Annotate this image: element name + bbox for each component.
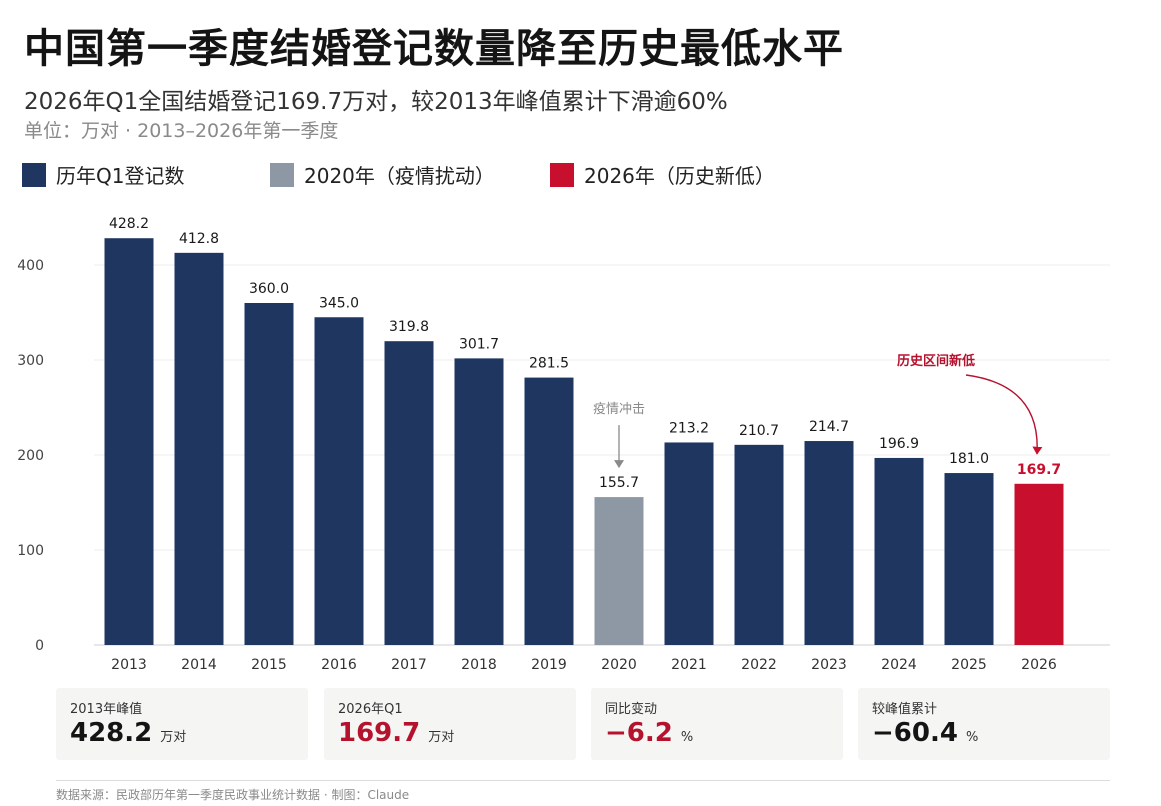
annotation-2020: 疫情冲击 (593, 401, 645, 417)
x-tick-label-2017: 2017 (391, 657, 427, 673)
data-label-2015: 360.0 (249, 281, 289, 297)
stat-label: 2026年Q1 (338, 702, 403, 717)
bar-2026 (1014, 483, 1064, 645)
x-tick-label-2024: 2024 (881, 657, 917, 673)
x-tick-label-2018: 2018 (461, 657, 497, 673)
data-label-2026: 169.7 (1017, 462, 1061, 478)
chart-subtitle: 2026年Q1全国结婚登记169.7万对，较2013年峰值累计下滑逾60% (24, 89, 728, 115)
bar-2016 (314, 317, 364, 645)
x-tick-label-2013: 2013 (111, 657, 147, 673)
stat-value-row: 428.2 万对 (70, 718, 186, 748)
x-tick-label-2016: 2016 (321, 657, 357, 673)
legend-label-yearly: 历年Q1登记数 (56, 164, 185, 188)
data-label-2019: 281.5 (529, 356, 569, 372)
data-label-2017: 319.8 (389, 319, 429, 335)
stat-unit: % (680, 730, 694, 745)
stat-value-row: −60.4 % (872, 718, 978, 748)
x-tick-label-2020: 2020 (601, 657, 637, 673)
bar-2023 (804, 441, 854, 645)
stat-number: −60.4 (872, 718, 958, 748)
x-tick-label-2025: 2025 (951, 657, 987, 673)
stat-label: 同比变动 (605, 702, 658, 717)
bar-2020 (594, 497, 644, 645)
y-tick-label: 300 (17, 353, 44, 369)
x-tick-label-2015: 2015 (251, 657, 287, 673)
stat-unit: 万对 (428, 730, 455, 745)
bar-2014 (174, 252, 224, 645)
legend-item-yearly: 历年Q1登记数 (22, 160, 184, 189)
legend-item-2026: 2026年（历史新低） (550, 160, 775, 189)
bar-2024 (874, 457, 924, 645)
x-tick-label-2026: 2026 (1021, 657, 1057, 673)
bar-2019 (524, 377, 574, 645)
bar-2017 (384, 341, 434, 645)
x-tick-label-2019: 2019 (531, 657, 567, 673)
data-label-2014: 412.8 (179, 231, 219, 247)
bar-2013 (104, 238, 154, 645)
data-label-2023: 214.7 (809, 419, 849, 435)
unit-note: 单位：万对 · 2013–2026年第一季度 (24, 120, 339, 142)
y-tick-label: 100 (17, 543, 44, 559)
annotation-arrow-2026 (965, 374, 1043, 455)
stat-card-peak: 2013年峰值 428.2 万对 (56, 688, 308, 760)
stat-card-yoy: 同比变动 −6.2 % (591, 688, 843, 760)
x-tick-label-2014: 2014 (181, 657, 217, 673)
annotation-2026: 历史区间新低 (897, 353, 975, 369)
bar-2021 (664, 442, 714, 645)
stat-number: −6.2 (605, 718, 673, 748)
stat-unit: % (965, 730, 979, 745)
legend-item-2020: 2020年（疫情扰动） (270, 160, 495, 189)
data-label-2020: 155.7 (599, 475, 639, 491)
x-tick-label-2021: 2021 (671, 657, 707, 673)
stat-label: 2013年峰值 (70, 702, 143, 717)
stat-label: 较峰值累计 (872, 702, 938, 717)
bar-2025 (944, 473, 994, 645)
data-label-2021: 213.2 (669, 420, 709, 436)
bar-2022 (734, 444, 784, 645)
footer-divider (56, 780, 1110, 781)
x-tick-label-2022: 2022 (741, 657, 777, 673)
data-label-2016: 345.0 (319, 295, 359, 311)
chart-title: 中国第一季度结婚登记数量降至历史最低水平 (24, 26, 844, 72)
data-label-2025: 181.0 (949, 451, 989, 467)
x-tick-label-2023: 2023 (811, 657, 847, 673)
legend-label-2026: 2026年（历史新低） (584, 164, 775, 188)
stat-number: 169.7 (338, 718, 421, 748)
stat-unit: 万对 (160, 730, 187, 745)
stat-value-row: 169.7 万对 (338, 718, 454, 748)
y-tick-label: 400 (17, 258, 44, 274)
source-note: 数据来源：民政部历年第一季度民政事业统计数据 · 制图：Claude (56, 788, 410, 802)
bar-2018 (454, 358, 504, 645)
y-tick-label: 0 (35, 638, 44, 654)
stat-number: 428.2 (70, 718, 153, 748)
legend-swatch-yearly (22, 162, 46, 187)
stat-value-row: −6.2 % (605, 718, 693, 748)
legend-swatch-2020 (270, 162, 294, 187)
stat-card-2026: 2026年Q1 169.7 万对 (324, 688, 576, 760)
data-label-2013: 428.2 (109, 216, 149, 232)
legend-swatch-2026 (550, 162, 574, 187)
bar-chart: 0 100 200 300 400 428.2 2013 412.8 2014 360.0 2015… (17, 216, 1110, 673)
data-label-2024: 196.9 (879, 436, 919, 452)
bar-2015 (244, 303, 294, 645)
y-tick-label: 200 (17, 448, 44, 464)
data-label-2022: 210.7 (739, 423, 779, 439)
stat-card-cumulative: 较峰值累计 −60.4 % (858, 688, 1110, 760)
data-label-2018: 301.7 (459, 336, 499, 352)
legend-label-2020: 2020年（疫情扰动） (304, 164, 495, 188)
